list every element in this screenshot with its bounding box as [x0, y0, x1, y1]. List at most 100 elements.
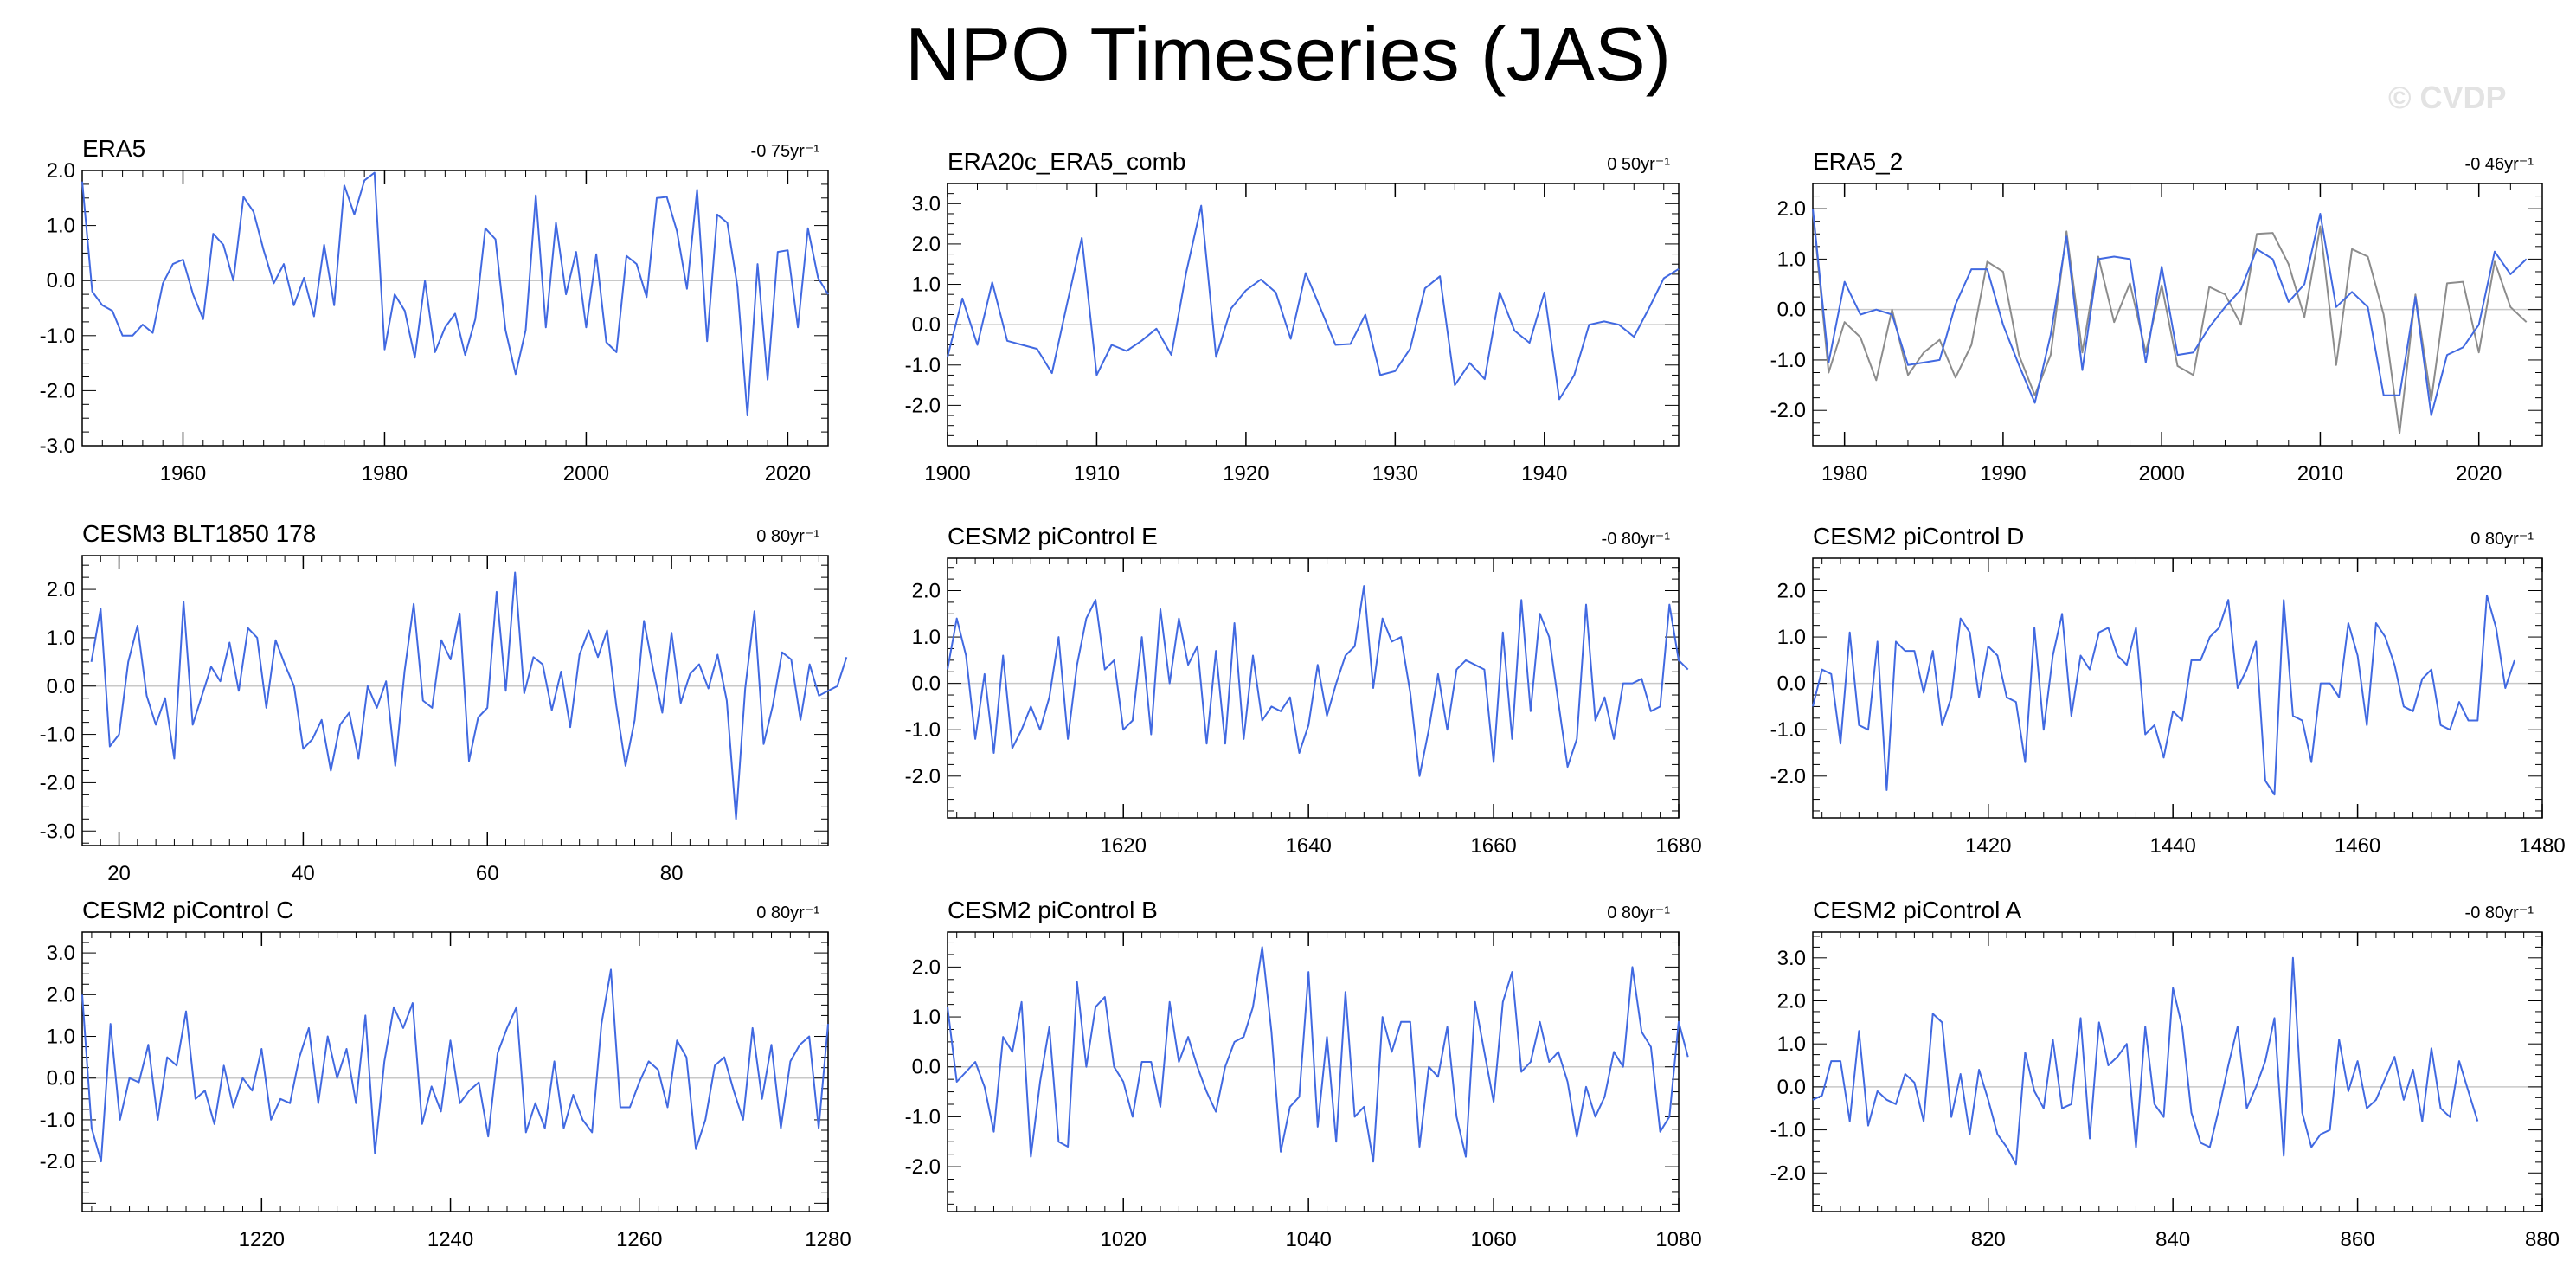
y-tick-label: 2.0	[47, 578, 75, 601]
trend-label: 0 50yr⁻¹	[1607, 155, 1670, 174]
chart-panel: CESM2 piControl C 0 80yr⁻¹ 3.0 2.0 1.0 0.0 -1.…	[40, 897, 851, 1251]
x-tick-label: 2020	[2456, 462, 2502, 486]
y-tick-label: -2.0	[1770, 1161, 1806, 1185]
y-tick-label: -1.0	[1770, 718, 1806, 742]
x-tick-label: 2000	[563, 462, 609, 486]
y-tick-label: 2.0	[1777, 990, 1806, 1013]
y-tick-label: -1.0	[905, 718, 941, 742]
y-tick-label: 3.0	[1777, 947, 1806, 970]
x-tick-label: 1920	[1223, 462, 1269, 486]
y-tick-label: 2.0	[47, 159, 75, 183]
y-tick-label: 1.0	[912, 626, 941, 649]
x-tick-label: 1980	[1821, 462, 1867, 486]
y-tick-label: 0.0	[912, 672, 941, 696]
plot-frame	[1812, 557, 2543, 819]
series-line	[947, 946, 1689, 1163]
y-tick-label: 2.0	[47, 983, 75, 1007]
x-tick-label: 1040	[1285, 1228, 1331, 1251]
plot-frame	[81, 931, 829, 1212]
trend-label: -0 80yr⁻¹	[2465, 904, 2534, 923]
y-tick-label: -2.0	[905, 765, 941, 788]
y-tick-label: 1.0	[912, 1006, 941, 1029]
x-tick-label: 1460	[2335, 834, 2380, 858]
x-tick-label: 880	[2525, 1228, 2560, 1251]
y-tick-label: -1.0	[40, 724, 75, 747]
y-tick-label: 2.0	[912, 955, 941, 979]
y-tick-label: 0.0	[1777, 672, 1806, 696]
chart-panel: ERA20c_ERA5_comb 0 50yr⁻¹ 3.0 2.0 1.0 0.0 -1.0…	[905, 148, 1680, 486]
panel-title: CESM2 piControl C	[82, 897, 293, 923]
plot-frame	[947, 931, 1680, 1212]
x-tick-label: 1260	[616, 1228, 662, 1251]
x-tick-label: 40	[292, 862, 315, 885]
x-tick-label: 1960	[160, 462, 206, 486]
chart-panel: CESM3 BLT1850 178 0 80yr⁻¹ 2.0 1.0 0.0 -1.0 -2…	[40, 520, 848, 885]
chart-panel: ERA5_2 -0 46yr⁻¹ 2.0 1.0 0.0 -1.0 -2.0 1980 1990…	[1770, 148, 2543, 486]
x-tick-label: 1220	[239, 1228, 285, 1251]
plot-frame	[1812, 183, 2543, 447]
x-tick-label: 840	[2155, 1228, 2190, 1251]
x-tick-label: 2010	[2297, 462, 2343, 486]
x-tick-label: 1420	[1965, 834, 2011, 858]
y-tick-label: -2.0	[1770, 765, 1806, 788]
x-tick-label: 1280	[805, 1228, 851, 1251]
y-tick-label: 1.0	[1777, 1032, 1806, 1056]
y-tick-label: 2.0	[1777, 580, 1806, 603]
series-line	[1812, 208, 2528, 416]
y-tick-label: 1.0	[47, 627, 75, 650]
series-line	[1812, 956, 2479, 1166]
y-tick-label: 1.0	[47, 215, 75, 238]
series-line	[947, 585, 1689, 777]
x-tick-label: 1680	[1655, 834, 1701, 858]
x-tick-label: 1640	[1285, 834, 1331, 858]
series-line	[1812, 594, 2515, 796]
series-line	[1812, 210, 2528, 434]
x-tick-label: 1620	[1101, 834, 1147, 858]
trend-label: 0 80yr⁻¹	[2470, 530, 2534, 549]
y-tick-label: 2.0	[912, 580, 941, 603]
x-tick-label: 1940	[1521, 462, 1567, 486]
y-tick-label: -2.0	[905, 394, 941, 417]
panel-title: CESM2 piControl D	[1813, 523, 2024, 550]
y-tick-label: 2.0	[1777, 197, 1806, 221]
plot-frame	[947, 183, 1680, 447]
x-tick-label: 1080	[1655, 1228, 1701, 1251]
y-tick-label: 0.0	[1777, 299, 1806, 322]
x-tick-label: 1020	[1101, 1228, 1147, 1251]
y-tick-label: -3.0	[40, 434, 75, 458]
plot-frame	[1812, 931, 2543, 1212]
x-tick-label: 1060	[1470, 1228, 1516, 1251]
y-tick-label: 3.0	[47, 942, 75, 965]
plot-frame	[81, 170, 829, 447]
plot-frame	[81, 555, 829, 846]
x-tick-label: 60	[476, 862, 499, 885]
x-tick-label: 1480	[2519, 834, 2565, 858]
x-tick-label: 1910	[1074, 462, 1120, 486]
x-tick-label: 1990	[1980, 462, 2026, 486]
x-tick-label: 2000	[2138, 462, 2184, 486]
x-tick-label: 80	[660, 862, 684, 885]
y-tick-label: 0.0	[47, 1067, 75, 1090]
x-tick-label: 820	[1971, 1228, 2006, 1251]
y-tick-label: 1.0	[1777, 248, 1806, 271]
figure-title: NPO Timeseries (JAS)	[904, 11, 1672, 97]
series-line	[81, 171, 829, 416]
x-tick-label: 2020	[765, 462, 811, 486]
y-tick-label: -2.0	[905, 1155, 941, 1179]
chart-panel: CESM2 piControl B 0 80yr⁻¹ 2.0 1.0 0.0 -1.0 -2…	[905, 897, 1702, 1251]
chart-panel: CESM2 piControl A -0 80yr⁻¹ 3.0 2.0 1.0 0.0 -1…	[1770, 897, 2560, 1251]
x-tick-label: 1980	[362, 462, 408, 486]
y-tick-label: 3.0	[912, 192, 941, 215]
watermark: © CVDP	[2388, 80, 2507, 115]
x-tick-label: 1240	[427, 1228, 473, 1251]
panel-title: ERA20c_ERA5_comb	[948, 148, 1185, 175]
y-tick-label: -2.0	[40, 771, 75, 794]
panel-title: ERA5_2	[1813, 148, 1903, 175]
trend-label: 0 80yr⁻¹	[1607, 904, 1670, 923]
series-line	[90, 571, 848, 820]
panel-title: ERA5	[82, 135, 145, 162]
plot-frame	[947, 557, 1680, 819]
panel-title: CESM3 BLT1850 178	[82, 520, 316, 547]
